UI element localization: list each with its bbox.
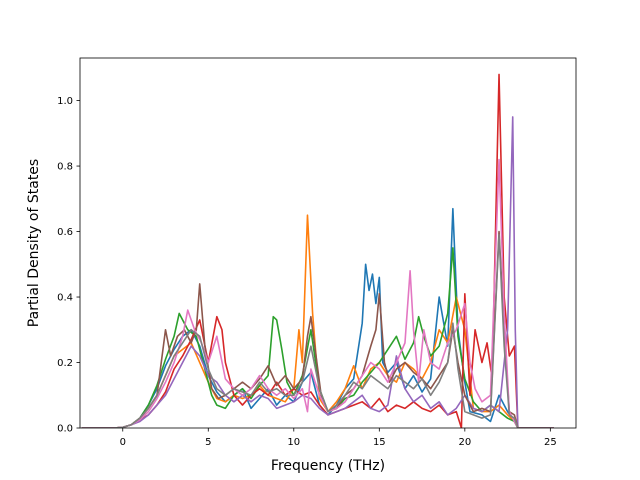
y-tick-label: 0.0 [57, 424, 73, 435]
series-line-8 [81, 234, 554, 428]
x-tick-label: 5 [205, 437, 211, 448]
series-line-2 [81, 214, 554, 428]
y-tick-label: 1.0 [57, 96, 73, 107]
y-axis-ticks: 0.0 0.2 0.4 0.6 0.8 1.0 [57, 96, 80, 435]
x-tick-label: 0 [120, 437, 126, 448]
series-layer [81, 73, 554, 428]
x-tick-label: 25 [544, 437, 557, 448]
series-line-3 [81, 247, 554, 428]
y-tick-label: 0.4 [57, 293, 73, 304]
x-tick-label: 20 [458, 437, 471, 448]
x-axis-ticks: 0 5 10 15 20 25 [120, 428, 557, 448]
plot-frame [79, 57, 577, 429]
x-tick-label: 10 [287, 437, 300, 448]
y-tick-label: 0.6 [57, 227, 73, 238]
y-axis-title: Partial Density of States [26, 159, 42, 327]
y-tick-label: 0.8 [57, 162, 73, 173]
y-tick-label: 0.2 [57, 358, 73, 369]
x-axis-title: Frequency (THz) [271, 458, 385, 474]
x-tick-label: 15 [373, 437, 386, 448]
